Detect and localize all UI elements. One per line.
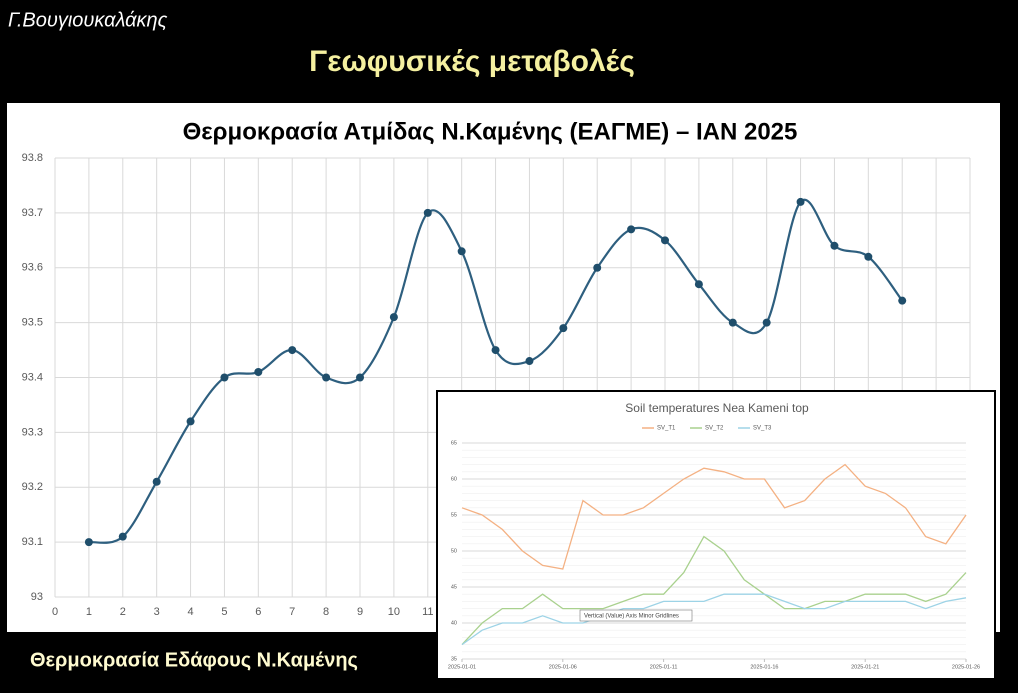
data-point xyxy=(118,532,127,541)
legend-label: SV_T1 xyxy=(657,426,676,432)
y-tick-label: 93.2 xyxy=(22,481,43,493)
x-tick-label: 0 xyxy=(52,606,58,618)
inset-panel xyxy=(436,390,996,680)
legend-label: SV_T3 xyxy=(753,426,772,432)
data-point xyxy=(423,208,432,217)
chart-title: Θερμοκρασία Ατμίδας Ν.Καμένης (ΕΑΓΜΕ) – … xyxy=(183,118,798,145)
x-tick-label: 11 xyxy=(422,606,433,618)
y-tick-label: 93.5 xyxy=(22,317,43,329)
x-tick-label: 2025-01-26 xyxy=(952,664,980,670)
data-point xyxy=(796,197,805,206)
data-point xyxy=(389,313,398,322)
data-line xyxy=(461,593,967,646)
data-point xyxy=(491,346,500,355)
slide-title: Γεωφυσικές μεταβολές xyxy=(309,45,635,78)
data-line xyxy=(461,535,967,646)
y-tick-label: 93.1 xyxy=(22,536,43,548)
data-point xyxy=(728,318,737,327)
x-tick-label: 2025-01-11 xyxy=(650,664,678,670)
x-tick-label: 10 xyxy=(388,606,400,618)
x-tick-label: 9 xyxy=(357,606,363,618)
data-point xyxy=(254,368,263,377)
y-tick-label: 50 xyxy=(451,548,457,554)
y-tick-label: 93.6 xyxy=(22,262,43,274)
x-tick-label: 2025-01-06 xyxy=(549,664,577,670)
x-tick-label: 6 xyxy=(255,606,261,618)
data-point xyxy=(525,357,534,366)
inset-chart: 35 40 45 50 55 60 65 2025-01-01 2025-01-06 2025-0… xyxy=(448,426,980,671)
data-point xyxy=(762,318,771,327)
x-tick-label: 8 xyxy=(323,606,329,618)
data-point xyxy=(627,225,636,234)
y-tick-label: 35 xyxy=(451,656,457,662)
data-point xyxy=(559,324,568,333)
y-tick-label: 93.8 xyxy=(22,152,43,164)
y-tick-label: 93 xyxy=(31,591,43,603)
x-tick-label: 5 xyxy=(221,606,227,618)
y-tick-label: 45 xyxy=(451,584,457,590)
annotation: Vertical (Value) Axis Minor Gridlines xyxy=(584,614,679,620)
x-tick-label: 2 xyxy=(120,606,126,618)
data-point xyxy=(593,263,602,272)
data-point xyxy=(694,280,703,289)
caption: Θερμοκρασία Εδάφους Ν.Καμένης xyxy=(30,649,358,671)
y-tick-label: 40 xyxy=(451,620,457,626)
data-point xyxy=(152,477,161,486)
data-point xyxy=(356,373,364,382)
inset-title: Soil temperatures Nea Kameni top xyxy=(625,401,809,415)
legend-label: SV_T2 xyxy=(705,426,724,432)
y-tick-label: 93.7 xyxy=(22,207,43,219)
y-tick-label: 60 xyxy=(451,476,457,482)
data-point xyxy=(84,538,93,547)
x-tick-label: 1 xyxy=(86,606,92,618)
data-point xyxy=(288,346,297,355)
author: Γ.Βουγιουκαλάκης xyxy=(8,9,168,31)
x-tick-label: 2025-01-21 xyxy=(851,664,879,670)
x-tick-label: 3 xyxy=(154,606,160,618)
data-point xyxy=(830,241,839,250)
data-point xyxy=(864,252,873,261)
x-tick-label: 7 xyxy=(289,606,295,618)
data-point xyxy=(220,373,229,382)
x-tick-label: 4 xyxy=(187,606,193,618)
y-tick-label: 65 xyxy=(451,440,457,446)
tooltip-box xyxy=(579,609,693,622)
data-point xyxy=(186,417,195,426)
data-point xyxy=(661,236,669,245)
y-tick-label: 93.3 xyxy=(22,426,43,438)
y-tick-label: 55 xyxy=(451,512,457,518)
data-point xyxy=(457,247,466,256)
data-line xyxy=(461,463,967,570)
data-point xyxy=(322,373,331,382)
y-tick-label: 93.4 xyxy=(22,371,43,383)
data-point xyxy=(898,296,907,305)
x-tick-label: 2025-01-16 xyxy=(750,664,778,670)
x-tick-label: 2025-01-01 xyxy=(448,664,476,670)
